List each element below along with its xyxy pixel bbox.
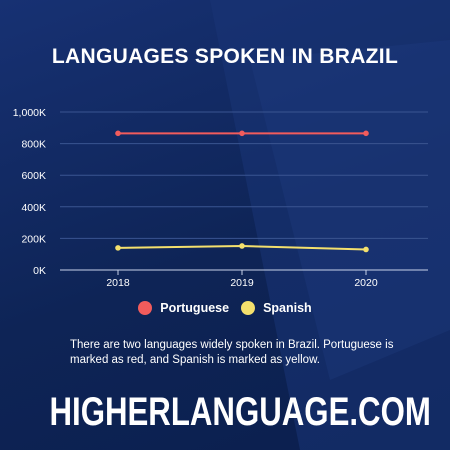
y-tick-label: 600K xyxy=(21,170,46,182)
y-tick-label: 800K xyxy=(21,139,46,151)
legend-label-spanish: Spanish xyxy=(263,301,312,315)
legend-dot-spanish xyxy=(241,301,256,315)
description-text: There are two languages widely spoken in… xyxy=(70,339,394,366)
y-tick-label: 200K xyxy=(21,233,46,245)
data-point-portuguese xyxy=(239,130,245,137)
brand-footer: HIGHERLANGUAGE.COM xyxy=(49,390,431,434)
data-point-spanish xyxy=(363,246,369,253)
y-tick-label: 400K xyxy=(21,202,46,214)
legend-label-portuguese: Portuguese xyxy=(160,301,230,315)
chart-title: LANGUAGES SPOKEN IN BRAZIL xyxy=(51,45,399,68)
legend-dot-portuguese xyxy=(138,301,153,315)
data-point-portuguese xyxy=(115,130,121,137)
y-tick-label: 0K xyxy=(33,265,46,277)
data-point-spanish xyxy=(115,245,121,251)
line-chart: 0K 200K 400K 600K 800K 1,000K 2018 2019 2020 xyxy=(13,107,428,289)
y-tick-label: 1,000K xyxy=(13,107,46,119)
legend-item-spanish: Spanish xyxy=(241,301,312,315)
legend-item-portuguese: Portuguese xyxy=(138,301,229,315)
x-tick-label: 2019 xyxy=(230,277,254,289)
data-point-spanish xyxy=(239,243,245,249)
data-point-portuguese xyxy=(363,130,369,137)
x-tick-label: 2020 xyxy=(354,277,378,289)
legend: Portuguese Spanish xyxy=(0,301,450,315)
x-tick-label: 2018 xyxy=(106,277,130,289)
